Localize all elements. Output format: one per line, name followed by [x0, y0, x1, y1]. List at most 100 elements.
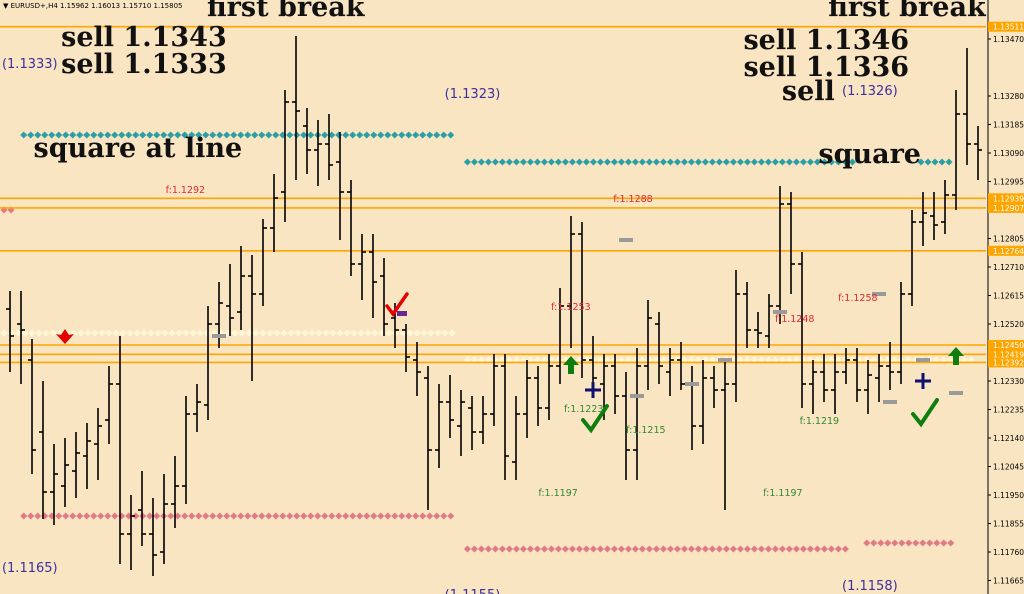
teal-marker [917, 158, 925, 166]
red-marker [778, 545, 786, 553]
level-tag-box [988, 202, 1024, 213]
ohlc-bars [6, 36, 982, 576]
teal-marker [568, 158, 576, 166]
level-tag-label: 1.12419 [993, 350, 1024, 359]
cream-marker [196, 329, 204, 337]
teal-marker [799, 158, 807, 166]
fib-label: f:1.1197 [763, 488, 802, 499]
red-marker [947, 539, 955, 547]
cream-marker [357, 329, 365, 337]
teal-marker [526, 158, 534, 166]
teal-marker [34, 131, 42, 139]
cream-marker [322, 329, 330, 337]
teal-marker [27, 131, 35, 139]
red-marker [419, 512, 427, 520]
teal-marker [104, 131, 112, 139]
red-marker [708, 545, 716, 553]
red-marker [610, 545, 618, 553]
red-marker [62, 512, 70, 520]
red-marker [624, 545, 632, 553]
teal-marker [342, 131, 350, 139]
teal-marker [673, 158, 681, 166]
fib-label: f:1.1288 [613, 194, 652, 205]
y-tick-label: 1.13280 [993, 92, 1024, 101]
teal-marker [209, 131, 217, 139]
arrow-up-icon [948, 347, 964, 365]
red-marker [575, 545, 583, 553]
level-tag-box [988, 21, 1024, 32]
level-tag-box [988, 349, 1024, 360]
cream-marker [413, 329, 421, 337]
teal-marker [300, 131, 308, 139]
cream-marker [140, 329, 148, 337]
level-tag-box [988, 245, 1024, 256]
red-marker [20, 512, 28, 520]
cream-marker [308, 329, 316, 337]
red-marker [307, 512, 315, 520]
red-marker [785, 545, 793, 553]
red-marker [806, 545, 814, 553]
teal-marker [750, 158, 758, 166]
teal-marker [384, 131, 392, 139]
teal-marker [356, 131, 364, 139]
annotation-label: square [818, 139, 921, 170]
cream-marker [343, 329, 351, 337]
teal-marker [244, 131, 252, 139]
level-tag-label: 1.12450 [993, 341, 1024, 350]
red-marker [659, 545, 667, 553]
red-marker [97, 512, 105, 520]
cream-marker [259, 329, 267, 337]
red-marker [470, 545, 478, 553]
cream-marker [406, 329, 414, 337]
teal-marker [90, 131, 98, 139]
cream-marker [245, 329, 253, 337]
teal-marker [412, 131, 420, 139]
teal-marker [645, 158, 653, 166]
cream-marker [98, 329, 106, 337]
fib-label: f:1.1223 [564, 404, 603, 415]
red-marker [568, 545, 576, 553]
red-marker [104, 512, 112, 520]
teal-marker [349, 131, 357, 139]
red-marker [146, 512, 154, 520]
teal-marker [463, 158, 471, 166]
teal-marker [419, 131, 427, 139]
red-marker [90, 512, 98, 520]
fib-label: f:1.1258 [838, 293, 877, 304]
cream-marker [189, 329, 197, 337]
fib-label: f:1.1215 [626, 425, 665, 436]
cream-marker [161, 329, 169, 337]
red-marker [863, 539, 871, 547]
annotation-label: sell [782, 76, 835, 107]
red-marker [771, 545, 779, 553]
y-tick-label: 1.12140 [993, 434, 1024, 443]
grey-tick [872, 292, 886, 296]
teal-marker [216, 131, 224, 139]
pivot-label: (1.1155) [445, 588, 501, 594]
cream-marker [252, 329, 260, 337]
pivot-label: (1.1165) [2, 561, 58, 576]
teal-marker [610, 158, 618, 166]
teal-marker [540, 158, 548, 166]
level-tag-label: 1.12907 [993, 204, 1024, 213]
red-marker [827, 545, 835, 553]
y-tick-label: 1.13470 [993, 35, 1024, 44]
teal-marker [321, 131, 329, 139]
red-marker [27, 512, 35, 520]
red-marker [820, 545, 828, 553]
teal-marker [659, 158, 667, 166]
teal-marker [687, 158, 695, 166]
red-marker [673, 545, 681, 553]
y-tick-label: 1.12710 [993, 263, 1024, 272]
red-marker [384, 512, 392, 520]
cream-marker [77, 329, 85, 337]
red-marker [258, 512, 266, 520]
red-marker [300, 512, 308, 520]
cream-marker [133, 329, 141, 337]
cream-marker [126, 329, 134, 337]
cream-marker [336, 329, 344, 337]
teal-marker [265, 131, 273, 139]
red-marker [933, 539, 941, 547]
red-marker [898, 539, 906, 547]
